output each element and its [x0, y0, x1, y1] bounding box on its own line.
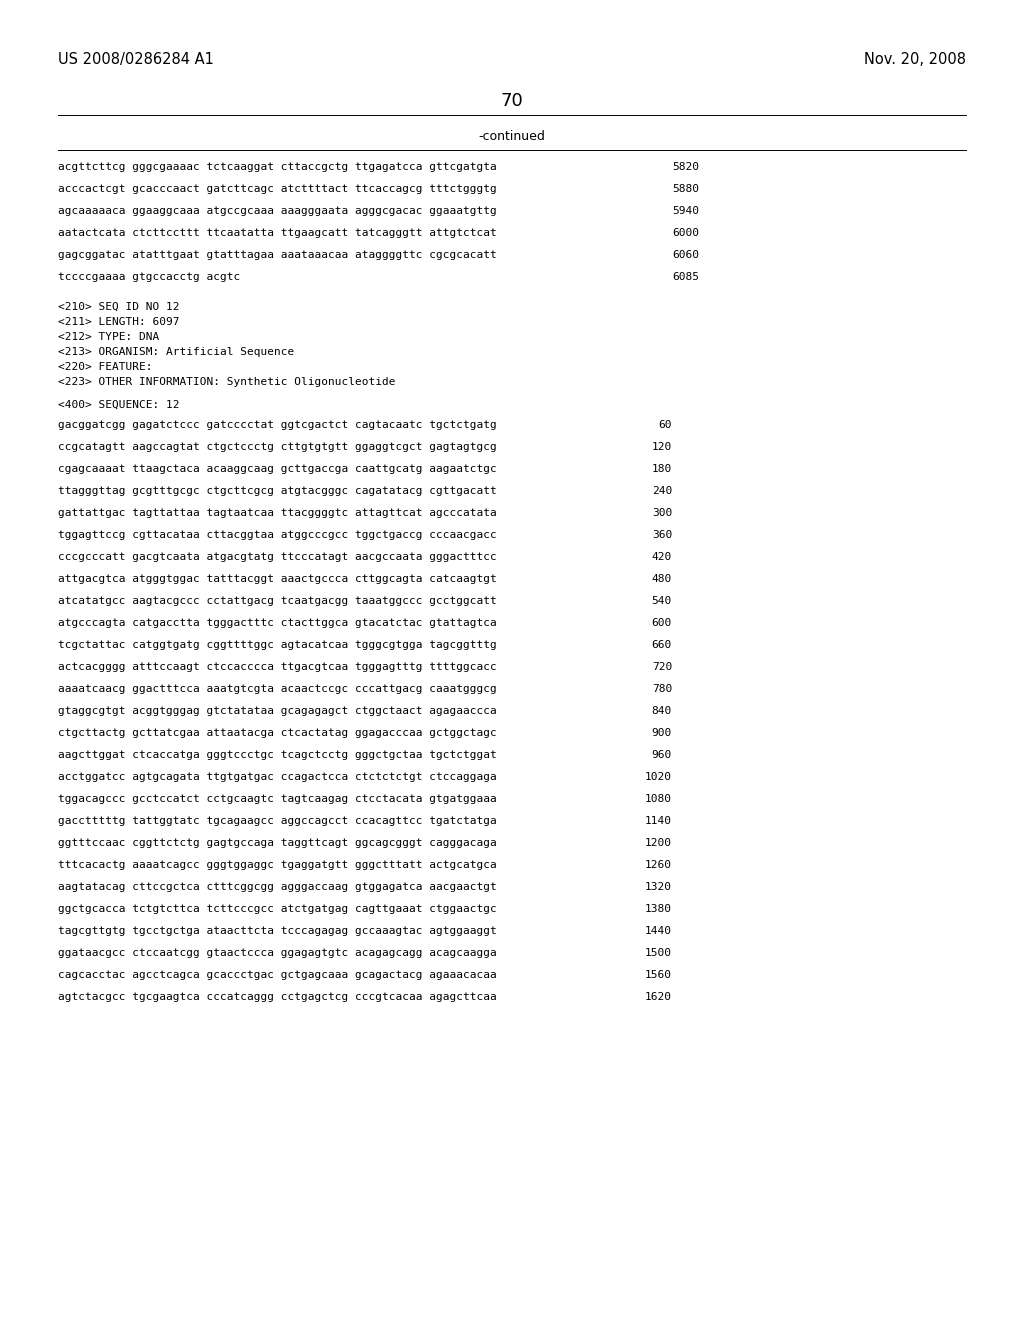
Text: 5880: 5880 [672, 183, 699, 194]
Text: <400> SEQUENCE: 12: <400> SEQUENCE: 12 [58, 400, 179, 411]
Text: 1500: 1500 [645, 948, 672, 958]
Text: 6085: 6085 [672, 272, 699, 282]
Text: 6000: 6000 [672, 228, 699, 238]
Text: 5940: 5940 [672, 206, 699, 216]
Text: 120: 120 [651, 442, 672, 451]
Text: 660: 660 [651, 640, 672, 649]
Text: 1380: 1380 [645, 904, 672, 913]
Text: 1080: 1080 [645, 795, 672, 804]
Text: gacggatcgg gagatctccc gatcccctat ggtcgactct cagtacaatc tgctctgatg: gacggatcgg gagatctccc gatcccctat ggtcgac… [58, 420, 497, 430]
Text: cgagcaaaat ttaagctaca acaaggcaag gcttgaccga caattgcatg aagaatctgc: cgagcaaaat ttaagctaca acaaggcaag gcttgac… [58, 465, 497, 474]
Text: 540: 540 [651, 597, 672, 606]
Text: tcgctattac catggtgatg cggttttggc agtacatcaa tgggcgtgga tagcggtttg: tcgctattac catggtgatg cggttttggc agtacat… [58, 640, 497, 649]
Text: tagcgttgtg tgcctgctga ataacttcta tcccagagag gccaaagtac agtggaaggt: tagcgttgtg tgcctgctga ataacttcta tcccaga… [58, 927, 497, 936]
Text: acccactcgt gcacccaact gatcttcagc atcttttact ttcaccagcg tttctgggtg: acccactcgt gcacccaact gatcttcagc atctttt… [58, 183, 497, 194]
Text: 60: 60 [658, 420, 672, 430]
Text: tggacagccc gcctccatct cctgcaagtc tagtcaagag ctcctacata gtgatggaaa: tggacagccc gcctccatct cctgcaagtc tagtcaa… [58, 795, 497, 804]
Text: 360: 360 [651, 531, 672, 540]
Text: 6060: 6060 [672, 249, 699, 260]
Text: acctggatcc agtgcagata ttgtgatgac ccagactcca ctctctctgt ctccaggaga: acctggatcc agtgcagata ttgtgatgac ccagact… [58, 772, 497, 781]
Text: 1200: 1200 [645, 838, 672, 847]
Text: <220> FEATURE:: <220> FEATURE: [58, 362, 153, 372]
Text: 300: 300 [651, 508, 672, 517]
Text: acgttcttcg gggcgaaaac tctcaaggat cttaccgctg ttgagatcca gttcgatgta: acgttcttcg gggcgaaaac tctcaaggat cttaccg… [58, 162, 497, 172]
Text: ccgcatagtt aagccagtat ctgctccctg cttgtgtgtt ggaggtcgct gagtagtgcg: ccgcatagtt aagccagtat ctgctccctg cttgtgt… [58, 442, 497, 451]
Text: <211> LENGTH: 6097: <211> LENGTH: 6097 [58, 317, 179, 327]
Text: US 2008/0286284 A1: US 2008/0286284 A1 [58, 51, 214, 67]
Text: -continued: -continued [478, 129, 546, 143]
Text: 1020: 1020 [645, 772, 672, 781]
Text: <213> ORGANISM: Artificial Sequence: <213> ORGANISM: Artificial Sequence [58, 347, 294, 356]
Text: cccgcccatt gacgtcaata atgacgtatg ttcccatagt aacgccaata gggactttcc: cccgcccatt gacgtcaata atgacgtatg ttcccat… [58, 552, 497, 562]
Text: agtctacgcc tgcgaagtca cccatcaggg cctgagctcg cccgtcacaa agagcttcaa: agtctacgcc tgcgaagtca cccatcaggg cctgagc… [58, 993, 497, 1002]
Text: <223> OTHER INFORMATION: Synthetic Oligonucleotide: <223> OTHER INFORMATION: Synthetic Oligo… [58, 378, 395, 387]
Text: 1560: 1560 [645, 970, 672, 979]
Text: aaaatcaacg ggactttcca aaatgtcgta acaactccgc cccattgacg caaatgggcg: aaaatcaacg ggactttcca aaatgtcgta acaactc… [58, 684, 497, 694]
Text: ttagggttag gcgtttgcgc ctgcttcgcg atgtacgggc cagatatacg cgttgacatt: ttagggttag gcgtttgcgc ctgcttcgcg atgtacg… [58, 486, 497, 496]
Text: 720: 720 [651, 663, 672, 672]
Text: Nov. 20, 2008: Nov. 20, 2008 [864, 51, 966, 67]
Text: 180: 180 [651, 465, 672, 474]
Text: cagcacctac agcctcagca gcaccctgac gctgagcaaa gcagactacg agaaacacaa: cagcacctac agcctcagca gcaccctgac gctgagc… [58, 970, 497, 979]
Text: gacctttttg tattggtatc tgcagaagcc aggccagcct ccacagttcc tgatctatga: gacctttttg tattggtatc tgcagaagcc aggccag… [58, 816, 497, 826]
Text: ctgcttactg gcttatcgaa attaatacga ctcactatag ggagacccaa gctggctagc: ctgcttactg gcttatcgaa attaatacga ctcacta… [58, 729, 497, 738]
Text: aagcttggat ctcaccatga gggtccctgc tcagctcctg gggctgctaa tgctctggat: aagcttggat ctcaccatga gggtccctgc tcagctc… [58, 750, 497, 760]
Text: 420: 420 [651, 552, 672, 562]
Text: 780: 780 [651, 684, 672, 694]
Text: 600: 600 [651, 618, 672, 628]
Text: <212> TYPE: DNA: <212> TYPE: DNA [58, 333, 160, 342]
Text: 480: 480 [651, 574, 672, 583]
Text: 1620: 1620 [645, 993, 672, 1002]
Text: agcaaaaaca ggaaggcaaa atgccgcaaa aaagggaata agggcgacac ggaaatgttg: agcaaaaaca ggaaggcaaa atgccgcaaa aaaggga… [58, 206, 497, 216]
Text: 1320: 1320 [645, 882, 672, 892]
Text: <210> SEQ ID NO 12: <210> SEQ ID NO 12 [58, 302, 179, 312]
Text: ggtttccaac cggttctctg gagtgccaga taggttcagt ggcagcgggt cagggacaga: ggtttccaac cggttctctg gagtgccaga taggttc… [58, 838, 497, 847]
Text: 1140: 1140 [645, 816, 672, 826]
Text: 70: 70 [501, 92, 523, 110]
Text: gtaggcgtgt acggtgggag gtctatataa gcagagagct ctggctaact agagaaccca: gtaggcgtgt acggtgggag gtctatataa gcagaga… [58, 706, 497, 715]
Text: attgacgtca atgggtggac tatttacggt aaactgccca cttggcagta catcaagtgt: attgacgtca atgggtggac tatttacggt aaactgc… [58, 574, 497, 583]
Text: tttcacactg aaaatcagcc gggtggaggc tgaggatgtt gggctttatt actgcatgca: tttcacactg aaaatcagcc gggtggaggc tgaggat… [58, 861, 497, 870]
Text: gagcggatac atatttgaat gtatttagaa aaataaacaa ataggggttc cgcgcacatt: gagcggatac atatttgaat gtatttagaa aaataaa… [58, 249, 497, 260]
Text: 960: 960 [651, 750, 672, 760]
Text: ggctgcacca tctgtcttca tcttcccgcc atctgatgag cagttgaaat ctggaactgc: ggctgcacca tctgtcttca tcttcccgcc atctgat… [58, 904, 497, 913]
Text: aagtatacag cttccgctca ctttcggcgg agggaccaag gtggagatca aacgaactgt: aagtatacag cttccgctca ctttcggcgg agggacc… [58, 882, 497, 892]
Text: 240: 240 [651, 486, 672, 496]
Text: tccccgaaaa gtgccacctg acgtc: tccccgaaaa gtgccacctg acgtc [58, 272, 241, 282]
Text: gattattgac tagttattaa tagtaatcaa ttacggggtc attagttcat agcccatata: gattattgac tagttattaa tagtaatcaa ttacggg… [58, 508, 497, 517]
Text: 900: 900 [651, 729, 672, 738]
Text: 5820: 5820 [672, 162, 699, 172]
Text: actcacgggg atttccaagt ctccacccca ttgacgtcaa tgggagtttg ttttggcacc: actcacgggg atttccaagt ctccacccca ttgacgt… [58, 663, 497, 672]
Text: 1260: 1260 [645, 861, 672, 870]
Text: 840: 840 [651, 706, 672, 715]
Text: atcatatgcc aagtacgccc cctattgacg tcaatgacgg taaatggccc gcctggcatt: atcatatgcc aagtacgccc cctattgacg tcaatga… [58, 597, 497, 606]
Text: aatactcata ctcttccttt ttcaatatta ttgaagcatt tatcagggtt attgtctcat: aatactcata ctcttccttt ttcaatatta ttgaagc… [58, 228, 497, 238]
Text: atgcccagta catgacctta tgggactttc ctacttggca gtacatctac gtattagtca: atgcccagta catgacctta tgggactttc ctacttg… [58, 618, 497, 628]
Text: tggagttccg cgttacataa cttacggtaa atggcccgcc tggctgaccg cccaacgacc: tggagttccg cgttacataa cttacggtaa atggccc… [58, 531, 497, 540]
Text: 1440: 1440 [645, 927, 672, 936]
Text: ggataacgcc ctccaatcgg gtaactccca ggagagtgtc acagagcagg acagcaagga: ggataacgcc ctccaatcgg gtaactccca ggagagt… [58, 948, 497, 958]
